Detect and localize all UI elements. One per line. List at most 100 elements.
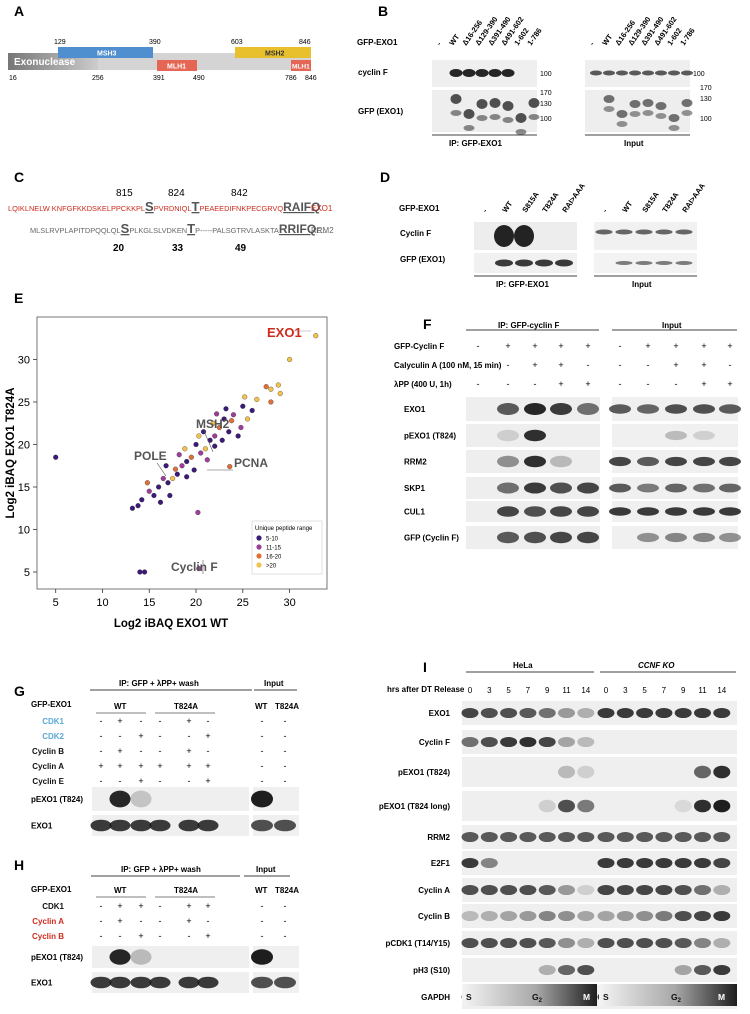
f-ip-band [524, 455, 546, 468]
input-wt: WT [255, 702, 268, 711]
f-ip-condition: + [558, 379, 563, 389]
phase-label: S [466, 992, 472, 1002]
blot-band [109, 790, 131, 808]
protein-point [163, 463, 169, 469]
d-ip-gfp-band [535, 259, 553, 267]
b-ip-cyclinf-band [501, 69, 515, 77]
i-band [694, 910, 711, 922]
input-gfp-blot [585, 90, 690, 132]
blot-band [90, 819, 112, 832]
protein-point [142, 569, 148, 575]
domain-numbers-top: 129 390 603 846 [54, 39, 311, 46]
f-ip-band [497, 455, 519, 468]
i-band [616, 857, 634, 869]
condition-mark: - [100, 731, 103, 741]
b-input-cyclinf-band [590, 70, 602, 76]
i-band [500, 831, 518, 843]
cyclin-f-label-d: Cyclin F [400, 229, 431, 238]
i-phase-bar-ko [599, 984, 737, 1006]
condition-mark: - [261, 931, 264, 941]
i-band [577, 964, 595, 976]
mlh1-domain-1 [157, 60, 197, 71]
i-band [538, 937, 556, 949]
i-band [577, 831, 595, 843]
d-ip-gfp-band [495, 259, 513, 267]
i-blot-label: E2F1 [431, 859, 451, 868]
i-band [694, 964, 711, 976]
d-ip-lane-label: T824A [540, 190, 561, 214]
h-gfp-exo1-label: GFP-EXO1 [31, 885, 72, 894]
i-band [577, 910, 595, 922]
i-band [558, 799, 575, 813]
mw-markers-b: 100 170 130 100 100 170 130 100 [540, 71, 712, 123]
pos-490: 490 [193, 75, 205, 82]
blot-band [149, 819, 171, 832]
i-time-label: hrs after DT Release [387, 685, 465, 694]
i-blot-label: pCDK1 (T14/Y15) [386, 939, 451, 948]
f-ip-condition: + [532, 360, 537, 370]
protein-point [151, 492, 157, 499]
d-input-gfp-band [615, 261, 633, 265]
mw-in-130: 130 [700, 96, 712, 103]
condition-mark: + [205, 776, 210, 786]
condition-mark: - [261, 716, 264, 726]
mw-in-100a: 100 [693, 71, 705, 78]
f-row-gfp-cyclinf: GFP-Cyclin F [394, 342, 444, 351]
x-tick-label: 30 [283, 597, 295, 609]
i-band [616, 831, 634, 843]
condition-mark: + [138, 731, 143, 741]
f-ip-condition: - [534, 379, 537, 389]
blot-band [251, 949, 273, 965]
d-input-gfp-band [655, 261, 673, 265]
protein-point [214, 411, 220, 417]
factor-label: Cyclin A [32, 917, 64, 926]
i-band [713, 831, 731, 843]
d-input-lane-label: S815A [640, 190, 661, 214]
legend-swatch [256, 535, 262, 541]
legend-entries: 5-10 11-15 16-20 >20 [256, 535, 282, 570]
f-ip-band [550, 455, 572, 468]
f-input-condition: - [619, 360, 622, 370]
b-input-gfp-band-lower [642, 110, 654, 116]
i-blot-strip [462, 958, 737, 982]
condition-mark: - [207, 746, 210, 756]
condition-mark: - [100, 916, 103, 926]
factor-label: CDK1 [42, 902, 64, 911]
condition-mark: - [207, 916, 210, 926]
protein-point [287, 356, 293, 363]
f-blots: EXO1 pEXO1 (T824) RRM2 SKP1 CUL1 GFP (Cyclin … [404, 397, 741, 549]
i-band [558, 937, 575, 949]
i-band [500, 707, 518, 719]
panel-e: E 5 10 15 20 25 30 5 10 15 20 25 30 Log2 iBAQ EXO1 … [5, 290, 328, 630]
condition-mark: - [261, 731, 264, 741]
panel-b-input-lanes: - WTΔ16-256Δ129-390Δ391-490Δ491-6021-6021… [587, 15, 696, 47]
i-blot-strip [462, 791, 737, 821]
mw-ip-100a: 100 [540, 71, 552, 78]
site-49: 49 [235, 243, 247, 254]
i-band [616, 707, 634, 719]
f-ip-condition: + [505, 341, 510, 351]
i-band [597, 857, 615, 869]
i-band [480, 910, 498, 922]
panel-label-e: E [14, 290, 23, 306]
f-input-band [665, 404, 687, 414]
protein-point [157, 499, 164, 505]
site-20: 20 [113, 243, 125, 254]
timepoint-label: 5 [642, 686, 647, 695]
blot-label: EXO1 [31, 822, 53, 831]
timepoint-label: 14 [717, 686, 726, 695]
i-band [558, 964, 575, 976]
protein-point [170, 475, 176, 482]
protein-point [176, 452, 182, 458]
group-t824a: T824A [174, 886, 198, 895]
condition-mark: - [284, 901, 287, 911]
i-band [538, 736, 556, 748]
i-band [713, 910, 731, 922]
mw-ip-100b: 100 [540, 116, 552, 123]
msh3-label: MSH3 [97, 51, 117, 58]
point-cyclin-f [196, 566, 202, 572]
condition-mark: - [119, 731, 122, 741]
pos-846-bottom: 846 [305, 75, 317, 82]
f-ip-condition: - [477, 360, 480, 370]
i-band [655, 707, 673, 719]
